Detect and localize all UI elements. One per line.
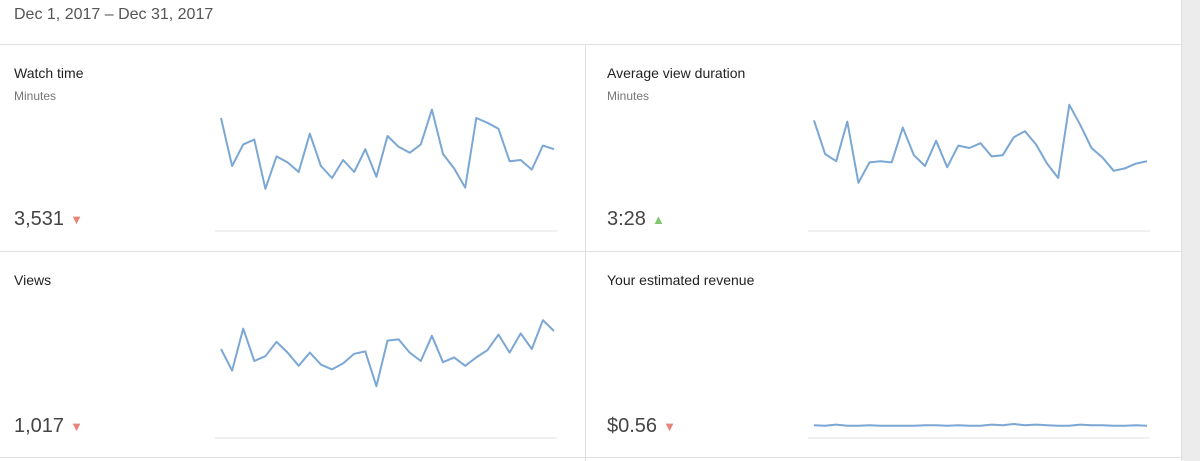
metric-value: $0.56 ▼: [607, 415, 676, 438]
metric-number: 3,531: [14, 208, 65, 230]
card-subtitle: Minutes: [607, 89, 650, 103]
date-range-label: Dec 1, 2017 – Dec 31, 2017: [14, 6, 214, 23]
metric-number: 1,017: [14, 415, 65, 437]
sparkline-series: [220, 319, 555, 388]
divider: [0, 457, 1182, 458]
sparkline-series: [813, 103, 1148, 184]
card-subtitle: Minutes: [14, 89, 57, 103]
metric-value: 1,017 ▼: [14, 415, 83, 438]
metric-number: 3:28: [607, 208, 646, 230]
divider: [585, 44, 586, 461]
sparkline-chart: [808, 103, 1150, 232]
divider: [0, 251, 1182, 252]
card-watch-time[interactable]: Watch time Minutes 3,531 ▼: [0, 44, 585, 251]
sparkline-chart: [215, 319, 557, 439]
trend-down-icon: ▼: [663, 419, 676, 434]
metric-value: 3:28 ▲: [607, 208, 665, 231]
trend-down-icon: ▼: [70, 419, 83, 434]
card-views[interactable]: Views 1,017 ▼: [0, 251, 585, 457]
trend-down-icon: ▼: [70, 212, 83, 227]
sparkline-chart: [215, 108, 557, 232]
metric-number: $0.56: [607, 415, 658, 437]
divider: [0, 44, 1182, 45]
sparkline-chart: [808, 423, 1150, 439]
scrollbar-track[interactable]: [1182, 0, 1200, 461]
sparkline-series: [220, 108, 555, 190]
card-average-view-duration[interactable]: Average view duration Minutes 3:28 ▲: [593, 44, 1182, 251]
sparkline-series: [813, 423, 1148, 427]
trend-up-icon: ▲: [651, 212, 665, 227]
metric-value: 3,531 ▼: [14, 208, 83, 231]
card-title: Your estimated revenue: [607, 272, 755, 288]
card-estimated-revenue[interactable]: Your estimated revenue $0.56 ▼: [593, 251, 1182, 457]
card-title: Views: [14, 272, 52, 288]
card-title: Watch time: [14, 65, 84, 81]
card-title: Average view duration: [607, 65, 746, 81]
